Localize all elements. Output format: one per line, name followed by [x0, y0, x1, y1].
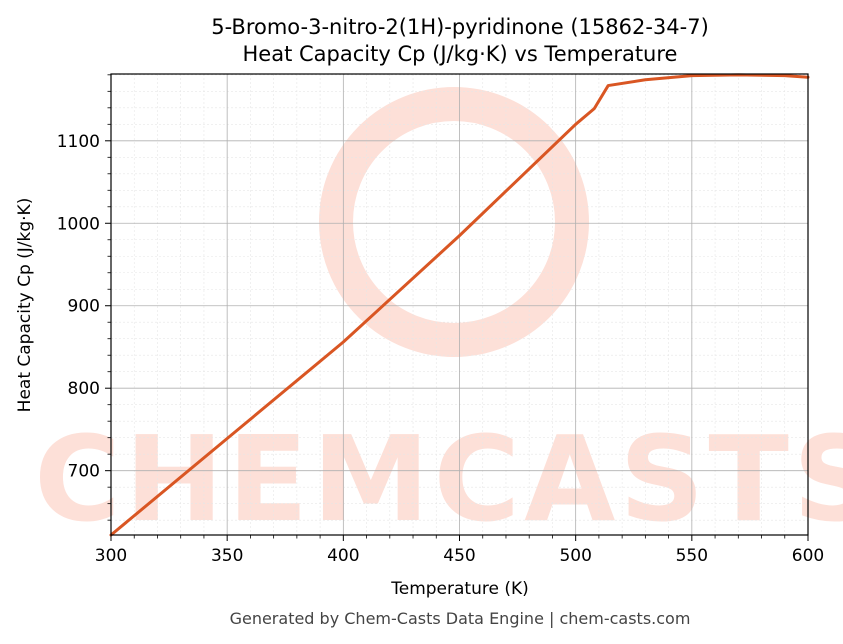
watermark-text: CHEMCASTS: [34, 410, 843, 548]
watermark: CHEMCASTS: [34, 87, 843, 548]
chart-subtitle: Heat Capacity Cp (J/kg·K) vs Temperature: [243, 42, 678, 66]
y-axis: 700 800 900 1000 1100: [57, 74, 111, 521]
y-tick-label: 900: [68, 297, 100, 317]
x-tick-label: 300: [95, 546, 127, 566]
y-axis-label: Heat Capacity Cp (J/kg·K): [15, 198, 35, 413]
series-line: [109, 73, 810, 537]
x-axis: 300 350 400 450 500 550 600: [95, 535, 824, 566]
y-tick-label: 1000: [57, 214, 100, 234]
x-tick-label: 450: [443, 546, 475, 566]
footer-credit: Generated by Chem-Casts Data Engine | ch…: [230, 609, 691, 628]
y-tick-label: 1100: [57, 132, 100, 152]
x-tick-label: 400: [327, 546, 359, 566]
watermark-swirl-icon: [319, 87, 589, 357]
y-tick-label: 700: [68, 462, 100, 482]
x-tick-label: 350: [211, 546, 243, 566]
x-tick-label: 600: [792, 546, 824, 566]
y-tick-label: 800: [68, 379, 100, 399]
x-tick-label: 550: [676, 546, 708, 566]
series-layer: [109, 73, 810, 537]
x-axis-label: Temperature (K): [390, 579, 529, 599]
x-tick-label: 500: [559, 546, 591, 566]
chart-title: 5-Bromo-3-nitro-2(1H)-pyridinone (15862-…: [211, 15, 709, 39]
